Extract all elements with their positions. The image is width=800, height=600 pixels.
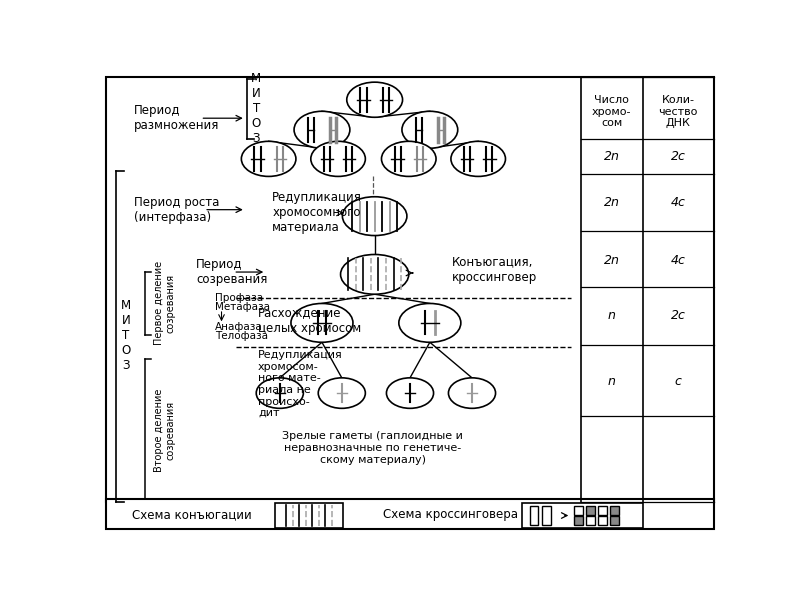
Text: Телофаза: Телофаза	[214, 331, 268, 341]
Text: 2n: 2n	[603, 254, 619, 266]
Text: Период
созревания: Период созревания	[196, 258, 267, 286]
Text: Схема кроссинговера: Схема кроссинговера	[382, 508, 518, 521]
Ellipse shape	[242, 141, 296, 176]
Bar	[530, 506, 538, 525]
Ellipse shape	[346, 82, 402, 117]
Ellipse shape	[451, 141, 506, 176]
Text: Профаза: Профаза	[214, 293, 263, 304]
Ellipse shape	[256, 378, 303, 409]
Text: Первое деление
созревания: Первое деление созревания	[154, 261, 176, 345]
Bar	[542, 506, 550, 525]
Text: 2c: 2c	[670, 309, 686, 322]
Bar	[275, 503, 343, 528]
Text: Период роста
(интерфаза): Период роста (интерфаза)	[134, 196, 219, 224]
Ellipse shape	[402, 111, 458, 148]
Ellipse shape	[318, 378, 366, 409]
Text: Зрелые гаметы (гаплоидные и
неравнозначные по генетиче-
скому материалу): Зрелые гаметы (гаплоидные и неравнозначн…	[282, 431, 463, 464]
Text: Период
размножения: Период размножения	[134, 104, 219, 132]
Text: Второе деление
созревания: Второе деление созревания	[154, 388, 176, 472]
Text: Редупликация
хромосомного
материала: Редупликация хромосомного материала	[272, 191, 362, 235]
Text: Редупликация
хромосом-
ного мате-
риала не
происхо-
дит: Редупликация хромосом- ного мате- риала …	[258, 350, 343, 418]
Bar	[586, 516, 594, 525]
Text: Метафаза: Метафаза	[214, 302, 270, 311]
Bar	[586, 506, 594, 515]
Text: Анафаза: Анафаза	[214, 322, 262, 332]
Ellipse shape	[311, 141, 366, 176]
Ellipse shape	[382, 141, 436, 176]
Ellipse shape	[291, 304, 353, 342]
Ellipse shape	[342, 197, 407, 236]
Text: М
И
Т
О
З: М И Т О З	[121, 299, 131, 372]
Text: 2n: 2n	[603, 149, 619, 163]
Ellipse shape	[294, 111, 350, 148]
Bar	[598, 506, 606, 515]
Text: 2c: 2c	[670, 149, 686, 163]
Ellipse shape	[399, 304, 461, 342]
Bar	[574, 516, 583, 525]
Text: n: n	[607, 309, 615, 322]
Text: 2n: 2n	[603, 196, 619, 209]
Bar	[522, 503, 642, 528]
Text: 4c: 4c	[670, 254, 686, 266]
Bar	[610, 506, 619, 515]
Ellipse shape	[449, 378, 495, 409]
Text: Число
хромо-
сом: Число хромо- сом	[592, 95, 631, 128]
Bar	[610, 516, 619, 525]
Bar	[106, 499, 714, 529]
Text: n: n	[607, 375, 615, 388]
Text: 4c: 4c	[670, 196, 686, 209]
Ellipse shape	[386, 378, 434, 409]
Text: М
И
Т
О
З: М И Т О З	[251, 73, 262, 145]
Text: Расхождение
целых хромосом: Расхождение целых хромосом	[258, 307, 362, 335]
Text: Конъюгация,
кроссинговер: Конъюгация, кроссинговер	[452, 256, 538, 284]
Bar	[598, 516, 606, 525]
Ellipse shape	[341, 254, 409, 294]
Text: c: c	[674, 375, 682, 388]
Bar	[574, 506, 583, 515]
Text: Коли-
чество
ДНК: Коли- чество ДНК	[658, 95, 698, 128]
Text: Схема конъюгации: Схема конъюгации	[132, 508, 252, 521]
